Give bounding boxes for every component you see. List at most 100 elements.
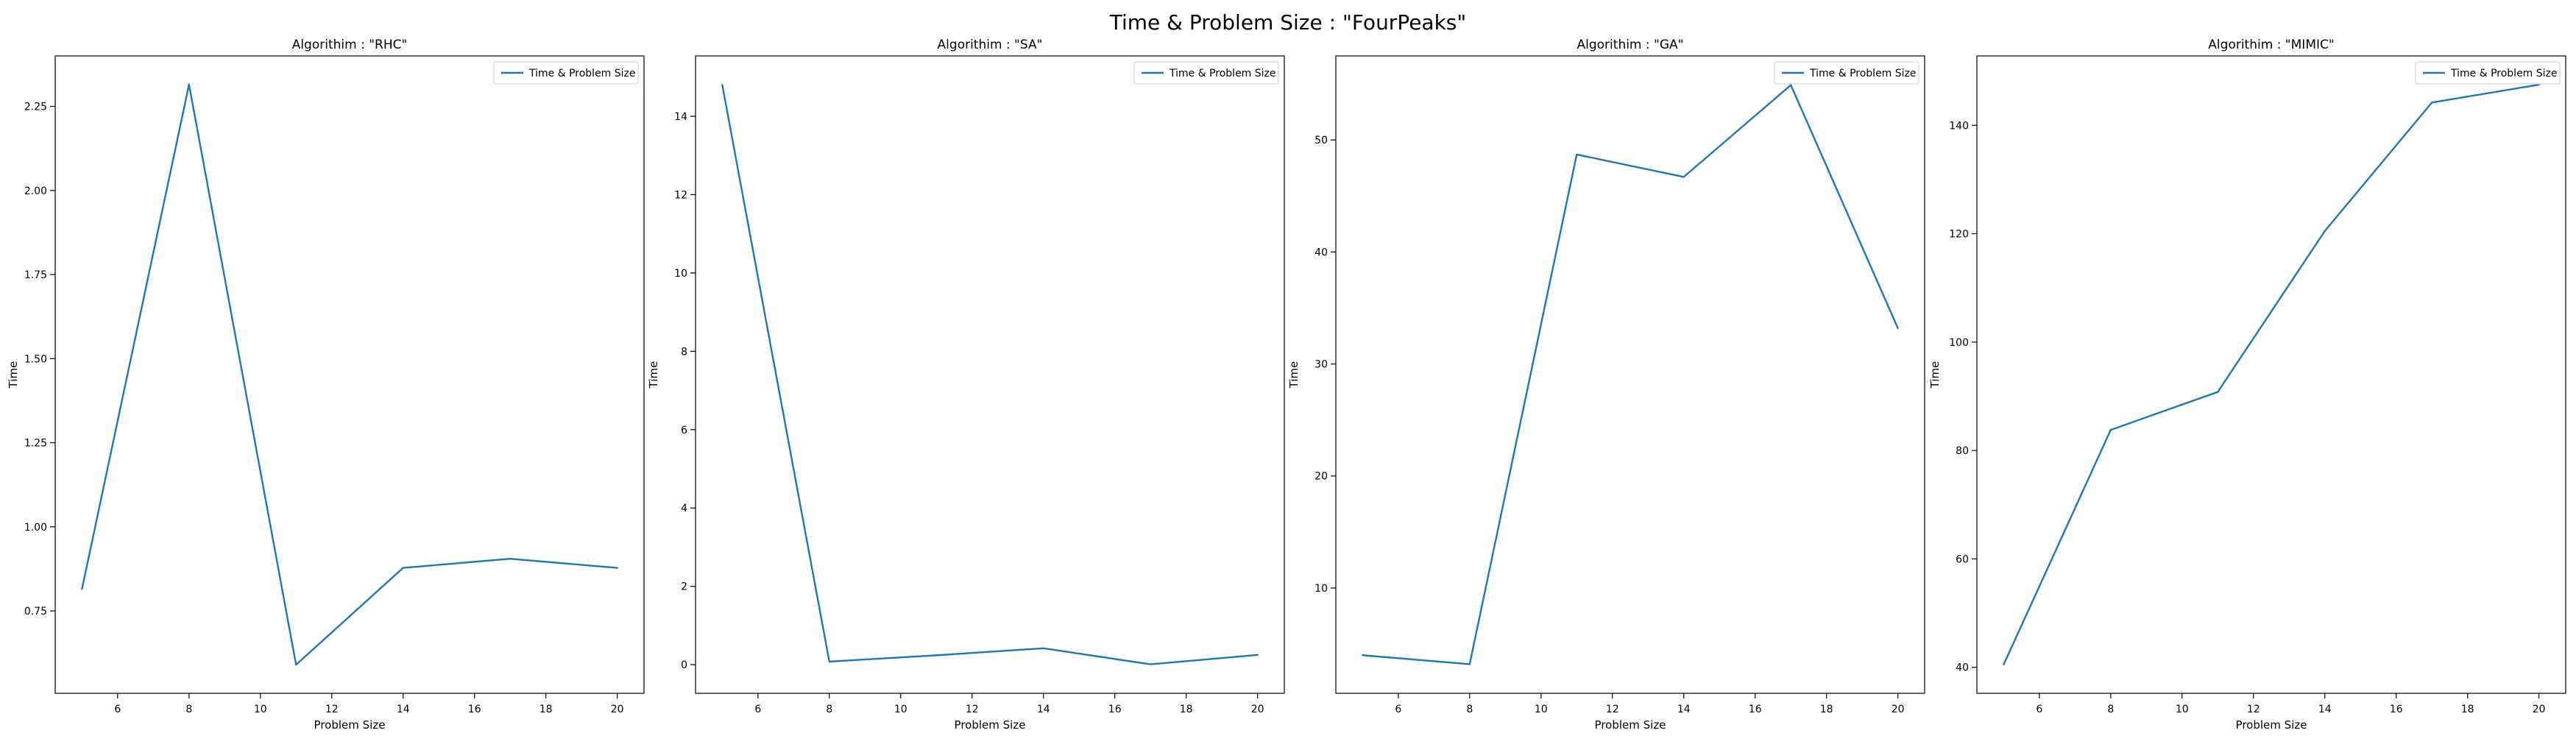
x-axis-label: Problem Size (1595, 718, 1666, 732)
x-tick-label: 20 (1892, 704, 1905, 715)
x-tick-label: 20 (2533, 704, 2546, 715)
data-point (935, 654, 938, 657)
y-tick-label: 2.00 (24, 185, 47, 197)
legend: Time & Problem Size (1774, 61, 1919, 85)
x-tick-label: 20 (611, 704, 624, 715)
x-tick-label: 18 (1180, 704, 1193, 715)
series-line (721, 85, 1258, 665)
data-point (1682, 176, 1685, 178)
data-point (81, 588, 83, 590)
data-point (2003, 663, 2005, 666)
x-tick-label: 16 (2390, 704, 2403, 715)
x-tick-label: 14 (1677, 704, 1691, 715)
x-tick-label: 10 (254, 704, 267, 715)
legend-label: Time & Problem Size (528, 68, 636, 79)
subplot-3: Algorithim : "GA" 6 8 10 12 14 16 18 20 10 20 30 40 5… (1287, 38, 1925, 732)
x-tick-label: 16 (1108, 704, 1122, 715)
legend-box (493, 61, 639, 85)
x-tick-label: 18 (539, 704, 553, 715)
y-tick-label: 0 (681, 659, 687, 671)
subplot-4: Algorithim : "MIMIC" 6 8 10 12 14 16 18 20 40 60 80… (1928, 38, 2566, 732)
x-tick-label: 20 (1251, 704, 1264, 715)
x-tick-label: 12 (325, 704, 339, 715)
legend-box (2415, 61, 2561, 85)
x-tick-label: 14 (1037, 704, 1050, 715)
y-tick-label: 140 (1949, 120, 1969, 132)
x-tick-label: 10 (2176, 704, 2189, 715)
data-point (1897, 327, 1899, 330)
y-axis-label: Time (7, 361, 20, 389)
y-tick-label: 12 (674, 189, 687, 201)
y-tick-label: 80 (1956, 445, 1969, 457)
data-point (828, 660, 831, 663)
x-tick-label: 6 (114, 704, 121, 715)
x-axis-label: Problem Size (955, 718, 1026, 732)
x-tick-label: 12 (1606, 704, 1619, 715)
x-tick-label: 6 (2036, 704, 2042, 715)
subplot-title: Algorithim : "SA" (938, 38, 1043, 52)
subplot-1: Algorithim : "RHC" 6 8 10 12 14 16 18 20 0.75 1.00… (7, 38, 645, 732)
axes-frame (54, 55, 645, 694)
x-tick-label: 8 (826, 704, 832, 715)
y-tick-label: 0.75 (24, 606, 47, 618)
y-tick-label: 6 (681, 425, 687, 436)
x-tick-label: 12 (966, 704, 979, 715)
y-tick-label: 10 (1314, 583, 1328, 595)
legend: Time & Problem Size (1133, 61, 1279, 85)
data-point (1362, 654, 1364, 657)
legend: Time & Problem Size (2415, 61, 2561, 85)
legend-label: Time & Problem Size (2450, 68, 2558, 79)
y-tick-label: 2 (681, 581, 687, 593)
data-point (1789, 84, 1792, 86)
subplot-title: Algorithim : "MIMIC" (2208, 38, 2334, 52)
subplot-title: Algorithim : "GA" (1577, 38, 1684, 52)
y-axis-label: Time (1928, 361, 1942, 389)
y-tick-label: 50 (1314, 135, 1328, 146)
y-tick-label: 30 (1314, 359, 1328, 371)
data-point (616, 567, 618, 569)
x-tick-label: 10 (894, 704, 907, 715)
figure-title: Time & Problem Size : "FourPeaks" (1109, 10, 1467, 35)
legend-box (1774, 61, 1919, 85)
legend: Time & Problem Size (493, 61, 639, 85)
data-point (2217, 391, 2219, 393)
y-tick-label: 14 (674, 111, 687, 123)
data-point (295, 663, 297, 666)
y-axis-label: Time (647, 361, 660, 389)
y-tick-label: 1.25 (24, 438, 47, 450)
x-tick-label: 14 (397, 704, 410, 715)
x-tick-label: 18 (2461, 704, 2474, 715)
data-point (188, 83, 191, 86)
data-point (2109, 428, 2112, 431)
x-tick-label: 18 (1820, 704, 1833, 715)
y-tick-label: 2.25 (24, 102, 47, 113)
subplot-title: Algorithim : "RHC" (292, 38, 408, 52)
axes-frame (1335, 55, 1925, 694)
y-tick-label: 1.00 (24, 522, 47, 534)
y-tick-label: 8 (681, 346, 687, 358)
axes-frame (695, 55, 1285, 694)
data-point (509, 558, 512, 560)
y-tick-label: 4 (681, 503, 687, 514)
data-point (402, 567, 404, 569)
data-point (721, 84, 723, 86)
series-line (81, 83, 618, 666)
legend-box (1133, 61, 1279, 85)
series-line (2003, 83, 2539, 665)
x-tick-label: 10 (1535, 704, 1548, 715)
y-tick-label: 100 (1949, 337, 1969, 349)
x-tick-label: 12 (2247, 704, 2260, 715)
x-axis-label: Problem Size (314, 718, 386, 732)
y-tick-label: 60 (1956, 553, 1969, 565)
y-tick-label: 120 (1949, 229, 1969, 241)
data-point (1149, 663, 1152, 665)
y-tick-label: 40 (1314, 247, 1328, 258)
data-point (2430, 102, 2433, 104)
legend-label: Time & Problem Size (1809, 68, 1917, 79)
data-point (1256, 654, 1259, 657)
subplot-grid: Algorithim : "RHC"6 8 10 12 14 16 18 200.751.00… (7, 38, 2566, 732)
series-line (1362, 84, 1899, 665)
x-tick-label: 6 (754, 704, 761, 715)
